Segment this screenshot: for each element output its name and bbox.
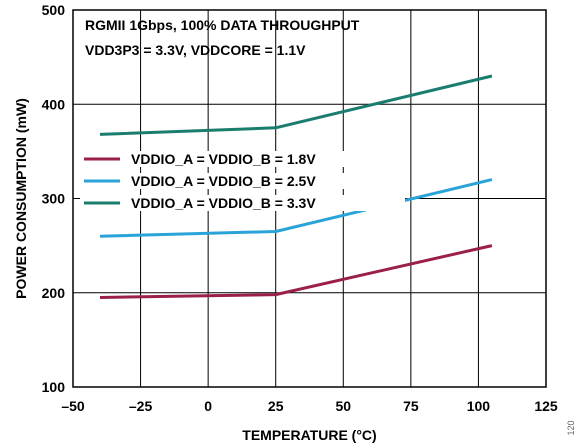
annotation-line-2: VDD3P3 = 3.3V, VDDCORE = 1.1V — [85, 42, 306, 58]
series-line — [99, 244, 493, 299]
legend-item: VDDIO_A = VDDIO_B = 3.3V — [80, 195, 405, 211]
tick-labels: –50 –25 0 25 50 75 100 125 100 200 300 400 500 — [42, 2, 558, 414]
plot-frame — [72, 9, 547, 388]
figure-id: 120 — [566, 420, 576, 435]
y-axis-title: POWER CONSUMPTION (mW) — [13, 98, 29, 299]
y-tick-label: 200 — [42, 285, 66, 301]
legend-item: VDDIO_A = VDDIO_B = 1.8V — [80, 151, 405, 167]
x-tick-label: 50 — [335, 398, 351, 414]
y-tick-label: 300 — [42, 191, 66, 207]
x-tick-label: 25 — [268, 398, 284, 414]
legend-label: VDDIO_A = VDDIO_B = 1.8V — [131, 151, 316, 167]
legend-label: VDDIO_A = VDDIO_B = 3.3V — [131, 195, 316, 211]
legend-item-background — [80, 173, 405, 189]
x-tick-label: –25 — [129, 398, 153, 414]
x-tick-label: 125 — [534, 398, 558, 414]
legend-label: VDDIO_A = VDDIO_B = 2.5V — [131, 173, 316, 189]
series-layer — [99, 74, 493, 299]
legend-item-background — [80, 151, 405, 167]
x-tick-label: –50 — [61, 398, 85, 414]
y-tick-label: 100 — [42, 379, 66, 395]
annotation-line-1: RGMII 1Gbps, 100% DATA THROUGHPUT — [85, 17, 360, 33]
x-tick-label: 75 — [403, 398, 419, 414]
y-tick-label: 400 — [42, 96, 66, 112]
y-tick-label: 500 — [42, 2, 66, 18]
legend-item-background — [80, 195, 405, 211]
x-tick-label: 100 — [467, 398, 491, 414]
legend: VDDIO_A = VDDIO_B = 1.8V VDDIO_A = VDDIO_… — [80, 151, 405, 211]
x-axis-title: TEMPERATURE (°C) — [242, 427, 376, 443]
series-line — [99, 74, 493, 136]
legend-item: VDDIO_A = VDDIO_B = 2.5V — [80, 173, 405, 189]
x-tick-label: 0 — [204, 398, 212, 414]
series-line — [99, 178, 493, 238]
